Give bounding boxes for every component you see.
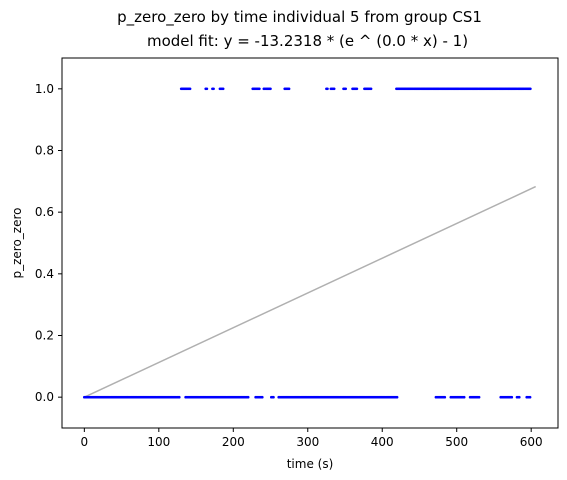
data-point — [221, 87, 225, 91]
data-point — [188, 87, 192, 91]
chart-title: p_zero_zero by time individual 5 from gr… — [117, 8, 482, 26]
data-point — [178, 395, 181, 399]
data-point — [212, 87, 215, 91]
y-tick-label: 0.2 — [35, 329, 54, 343]
data-point — [529, 87, 532, 91]
y-tick-label: 1.0 — [35, 82, 54, 96]
y-tick-label: 0.0 — [35, 390, 54, 404]
data-point — [477, 395, 481, 399]
data-point — [518, 395, 521, 399]
data-point — [395, 395, 399, 399]
axes-frame — [61, 57, 559, 429]
x-tick-label: 0 — [81, 435, 89, 449]
x-tick-label: 200 — [222, 435, 245, 449]
axis-ticks: 0 100 200 300 400 500 600 0.0 0.2 0.4 0.6 0.8 1.0 — [35, 82, 543, 449]
data-point — [443, 395, 447, 399]
chart-subtitle: model fit: y = -13.2318 * (e ^ (0.0 * x)… — [146, 32, 469, 50]
y-tick-label: 0.6 — [35, 205, 54, 219]
data-point — [269, 87, 272, 91]
x-tick-label: 600 — [520, 435, 543, 449]
data-point — [344, 87, 348, 91]
data-point — [272, 395, 275, 399]
data-point — [369, 87, 373, 91]
data-point — [510, 395, 514, 399]
data-point — [462, 395, 466, 399]
x-tick-label: 100 — [147, 435, 170, 449]
fit-line — [83, 185, 537, 398]
data-point — [326, 87, 329, 91]
x-axis-label: time (s) — [287, 457, 334, 471]
x-tick-label: 400 — [371, 435, 394, 449]
data-point — [258, 87, 261, 91]
data-point — [287, 87, 291, 91]
chart-marks — [83, 87, 537, 399]
data-point — [261, 395, 264, 399]
data-point — [355, 87, 359, 91]
y-tick-label: 0.4 — [35, 267, 54, 281]
data-point — [332, 87, 336, 91]
data-point — [528, 395, 532, 399]
x-tick-label: 500 — [445, 435, 468, 449]
data-point — [205, 87, 209, 91]
y-tick-label: 0.8 — [35, 144, 54, 158]
y-axis-label: p_zero_zero — [10, 207, 24, 278]
data-point — [246, 395, 250, 399]
x-tick-label: 300 — [296, 435, 319, 449]
